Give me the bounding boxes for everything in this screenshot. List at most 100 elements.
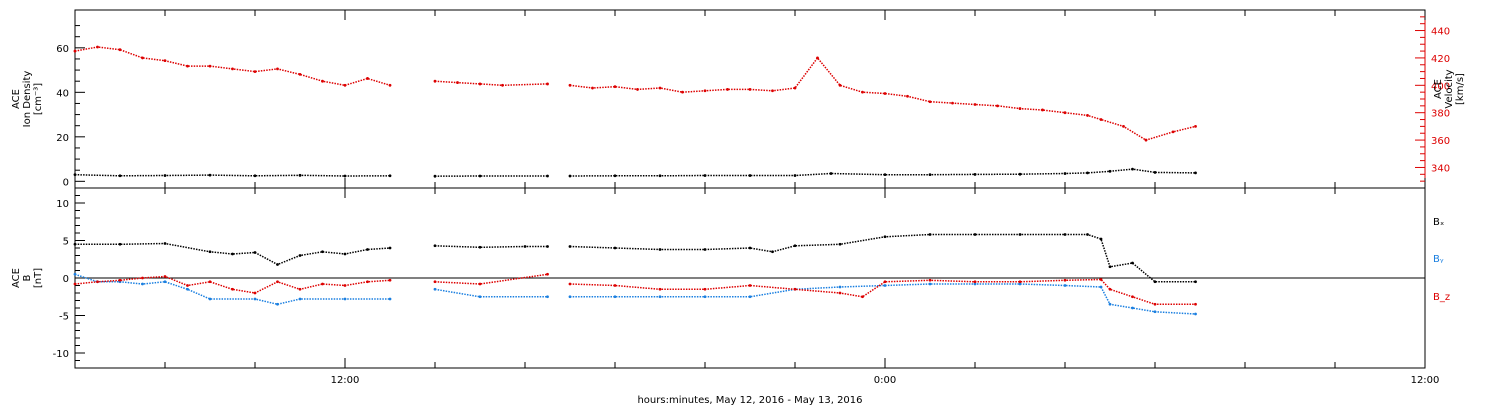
by-series-point: [1109, 303, 1112, 306]
density-series-point: [929, 173, 932, 176]
bz-series-point: [164, 275, 167, 278]
bx-series: [435, 246, 548, 248]
bx-series-point: [389, 247, 392, 250]
velocity-series-point: [74, 50, 77, 53]
velocity-series-point: [906, 95, 909, 98]
velocity-series-point: [771, 89, 774, 92]
velocity-series-point: [1086, 114, 1089, 117]
by-series: [435, 289, 548, 297]
velocity-axis-label: Velocity: [1444, 69, 1455, 108]
bz-series-point: [614, 284, 617, 287]
bx-series-point: [794, 244, 797, 247]
by-series-point: [164, 280, 167, 283]
velocity-series-point: [794, 87, 797, 90]
bz-series-point: [1100, 278, 1103, 281]
by-series-point: [344, 298, 347, 301]
density-series-point: [119, 174, 122, 177]
bx-series-point: [1154, 280, 1157, 283]
by-series-point: [749, 295, 752, 298]
velocity-series-point: [726, 88, 729, 91]
density-series: [570, 169, 1196, 176]
by-series-point: [389, 298, 392, 301]
velocity-series-point: [141, 57, 144, 60]
bz-series-point: [704, 288, 707, 291]
by-series-point: [254, 298, 257, 301]
bz-series-point: [974, 280, 977, 283]
velocity-series-point: [164, 59, 167, 62]
bz-series-point: [74, 283, 77, 286]
velocity-series: [75, 47, 390, 85]
by-series-point: [479, 295, 482, 298]
bx-series-point: [366, 248, 369, 251]
b-tick-label: 0: [63, 274, 69, 285]
by-series-point: [434, 288, 437, 291]
by-series-point: [659, 295, 662, 298]
density-series-point: [884, 173, 887, 176]
bz-series-point: [344, 284, 347, 287]
velocity-series-point: [614, 85, 617, 88]
bz-series-point: [119, 279, 122, 282]
velocity-tick-label: 340: [1431, 163, 1450, 174]
density-series-point: [1109, 170, 1112, 173]
bx-series-point: [434, 244, 437, 247]
density-series-point: [546, 175, 549, 178]
density-series-point: [749, 174, 752, 177]
by-series-point: [546, 295, 549, 298]
velocity-series-point: [1041, 109, 1044, 112]
by-series-point: [1154, 310, 1157, 313]
density-series-point: [164, 174, 167, 177]
bz-series-point: [366, 280, 369, 283]
density-tick-label: 0: [63, 177, 69, 188]
bz-series-point: [186, 284, 189, 287]
velocity-series-point: [434, 80, 437, 83]
b-axis-label: ACE: [11, 268, 22, 288]
by-series-point: [884, 284, 887, 287]
by-series-point: [276, 303, 279, 306]
bz-series-point: [96, 280, 99, 283]
bz-legend: B_z: [1433, 292, 1450, 303]
bx-series-point: [929, 233, 932, 236]
velocity-series-point: [254, 70, 257, 73]
velocity-series-point: [276, 67, 279, 70]
velocity-series-point: [186, 65, 189, 68]
by-series-point: [74, 273, 77, 276]
velocity-series-point: [974, 103, 977, 106]
velocity-series-point: [1172, 130, 1175, 133]
by-series: [570, 284, 1196, 314]
bx-series-point: [659, 248, 662, 251]
bx-series-point: [524, 245, 527, 248]
velocity-series-point: [231, 67, 234, 70]
bx-series-point: [1109, 265, 1112, 268]
by-legend: Bᵧ: [1433, 254, 1444, 265]
bz-series: [570, 280, 1196, 305]
density-series-point: [299, 174, 302, 177]
bx-series-point: [546, 245, 549, 248]
density-series-point: [614, 174, 617, 177]
velocity-tick-label: 380: [1431, 109, 1450, 120]
bx-series-point: [276, 263, 279, 266]
velocity-series-point: [546, 83, 549, 86]
bx-series-point: [209, 250, 212, 253]
bx-series-point: [839, 243, 842, 246]
bz-series-point: [141, 277, 144, 280]
bz-series-point: [659, 288, 662, 291]
by-series-point: [1131, 307, 1134, 310]
velocity-series-point: [636, 88, 639, 91]
bz-series-point: [749, 284, 752, 287]
bz-series-point: [254, 292, 257, 295]
velocity-series-point: [839, 84, 842, 87]
velocity-series-point: [321, 80, 324, 83]
bz-series-point: [209, 280, 212, 283]
top-panel-frame: [75, 10, 1425, 188]
density-tick-label: 40: [56, 88, 69, 99]
bx-series-point: [1100, 238, 1103, 241]
x-tick-label: 12:00: [1411, 375, 1440, 386]
density-series-point: [1154, 171, 1157, 174]
bx-series-point: [1131, 262, 1134, 265]
velocity-series-point: [1019, 107, 1022, 110]
bx-series-point: [704, 248, 707, 251]
bz-series-point: [1019, 280, 1022, 283]
bz-series-point: [1131, 295, 1134, 298]
bz-series-point: [1194, 303, 1197, 306]
